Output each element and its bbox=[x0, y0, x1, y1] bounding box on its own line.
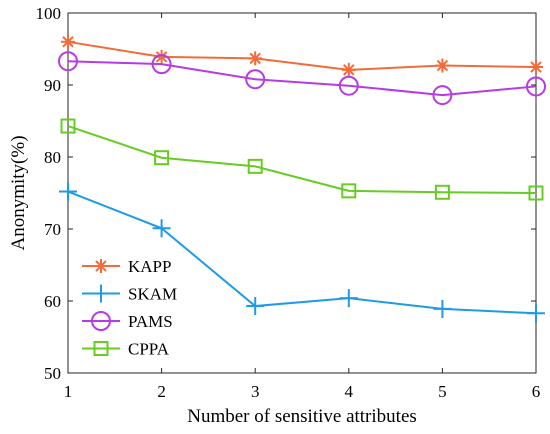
axis-ticks: 1 2 3 4 5 6 50 60 70 80 90 100 bbox=[36, 4, 541, 401]
data-point-pams bbox=[526, 76, 546, 97]
data-point-kapp bbox=[61, 34, 75, 49]
data-point-pams bbox=[151, 54, 172, 75]
legend-item-pams: PAMS bbox=[82, 311, 173, 331]
x-tick-label: 3 bbox=[251, 382, 260, 401]
legend-item-kapp: KAPP bbox=[82, 257, 171, 276]
series-line-pams bbox=[67, 60, 537, 97]
data-point-kapp bbox=[341, 62, 356, 77]
series-line-cppa bbox=[67, 125, 537, 194]
legend-marker bbox=[94, 259, 108, 273]
x-axis-label: Number of sensitive attributes bbox=[187, 406, 417, 427]
data-point-pams bbox=[432, 85, 453, 106]
y-tick-label: 80 bbox=[44, 148, 61, 167]
legend-label: SKAM bbox=[128, 285, 177, 304]
legend-marker bbox=[91, 311, 111, 331]
x-tick-label: 4 bbox=[345, 382, 354, 401]
data-point-cppa bbox=[60, 118, 76, 134]
legend: KAPP SKAM PAMS CPPA bbox=[82, 257, 177, 359]
data-point-kapp bbox=[529, 60, 543, 74]
series-pams bbox=[58, 51, 546, 106]
legend-item-cppa: CPPA bbox=[82, 340, 170, 359]
legend-label: PAMS bbox=[128, 312, 173, 331]
data-point-cppa bbox=[341, 183, 357, 199]
legend-label: KAPP bbox=[128, 257, 171, 276]
y-tick-label: 60 bbox=[44, 292, 61, 311]
x-tick-label: 1 bbox=[64, 382, 73, 401]
series-cppa bbox=[60, 118, 544, 201]
x-tick-label: 6 bbox=[532, 382, 541, 401]
x-tick-label: 5 bbox=[438, 382, 447, 401]
legend-item-skam: SKAM bbox=[82, 284, 177, 304]
y-tick-label: 90 bbox=[44, 76, 61, 95]
series-line-kapp bbox=[67, 40, 537, 71]
data-point-kapp bbox=[248, 51, 263, 66]
data-point-kapp bbox=[435, 58, 450, 73]
data-point-cppa bbox=[528, 185, 544, 201]
data-point-cppa bbox=[434, 184, 450, 200]
y-axis-label: Anonymity(%) bbox=[8, 135, 29, 250]
series-line-skam bbox=[67, 190, 537, 315]
y-tick-label: 70 bbox=[44, 220, 61, 239]
data-point-cppa bbox=[247, 158, 263, 174]
y-tick-label: 50 bbox=[44, 364, 61, 383]
data-point-pams bbox=[245, 69, 266, 90]
x-tick-label: 2 bbox=[157, 382, 166, 401]
data-point-skam bbox=[246, 297, 265, 316]
series-kapp bbox=[61, 34, 543, 77]
series-layer bbox=[58, 34, 546, 323]
legend-marker bbox=[93, 341, 109, 356]
legend-marker bbox=[92, 284, 110, 303]
data-point-pams bbox=[338, 75, 359, 96]
data-point-skam bbox=[527, 304, 545, 323]
y-tick-label: 100 bbox=[36, 4, 62, 23]
legend-label: CPPA bbox=[128, 340, 170, 359]
data-point-pams bbox=[58, 51, 78, 72]
data-point-cppa bbox=[154, 150, 170, 166]
data-point-skam bbox=[152, 219, 171, 238]
data-point-skam bbox=[433, 299, 452, 318]
data-point-skam bbox=[339, 289, 358, 308]
series-skam bbox=[59, 182, 545, 323]
data-point-skam bbox=[59, 182, 77, 201]
